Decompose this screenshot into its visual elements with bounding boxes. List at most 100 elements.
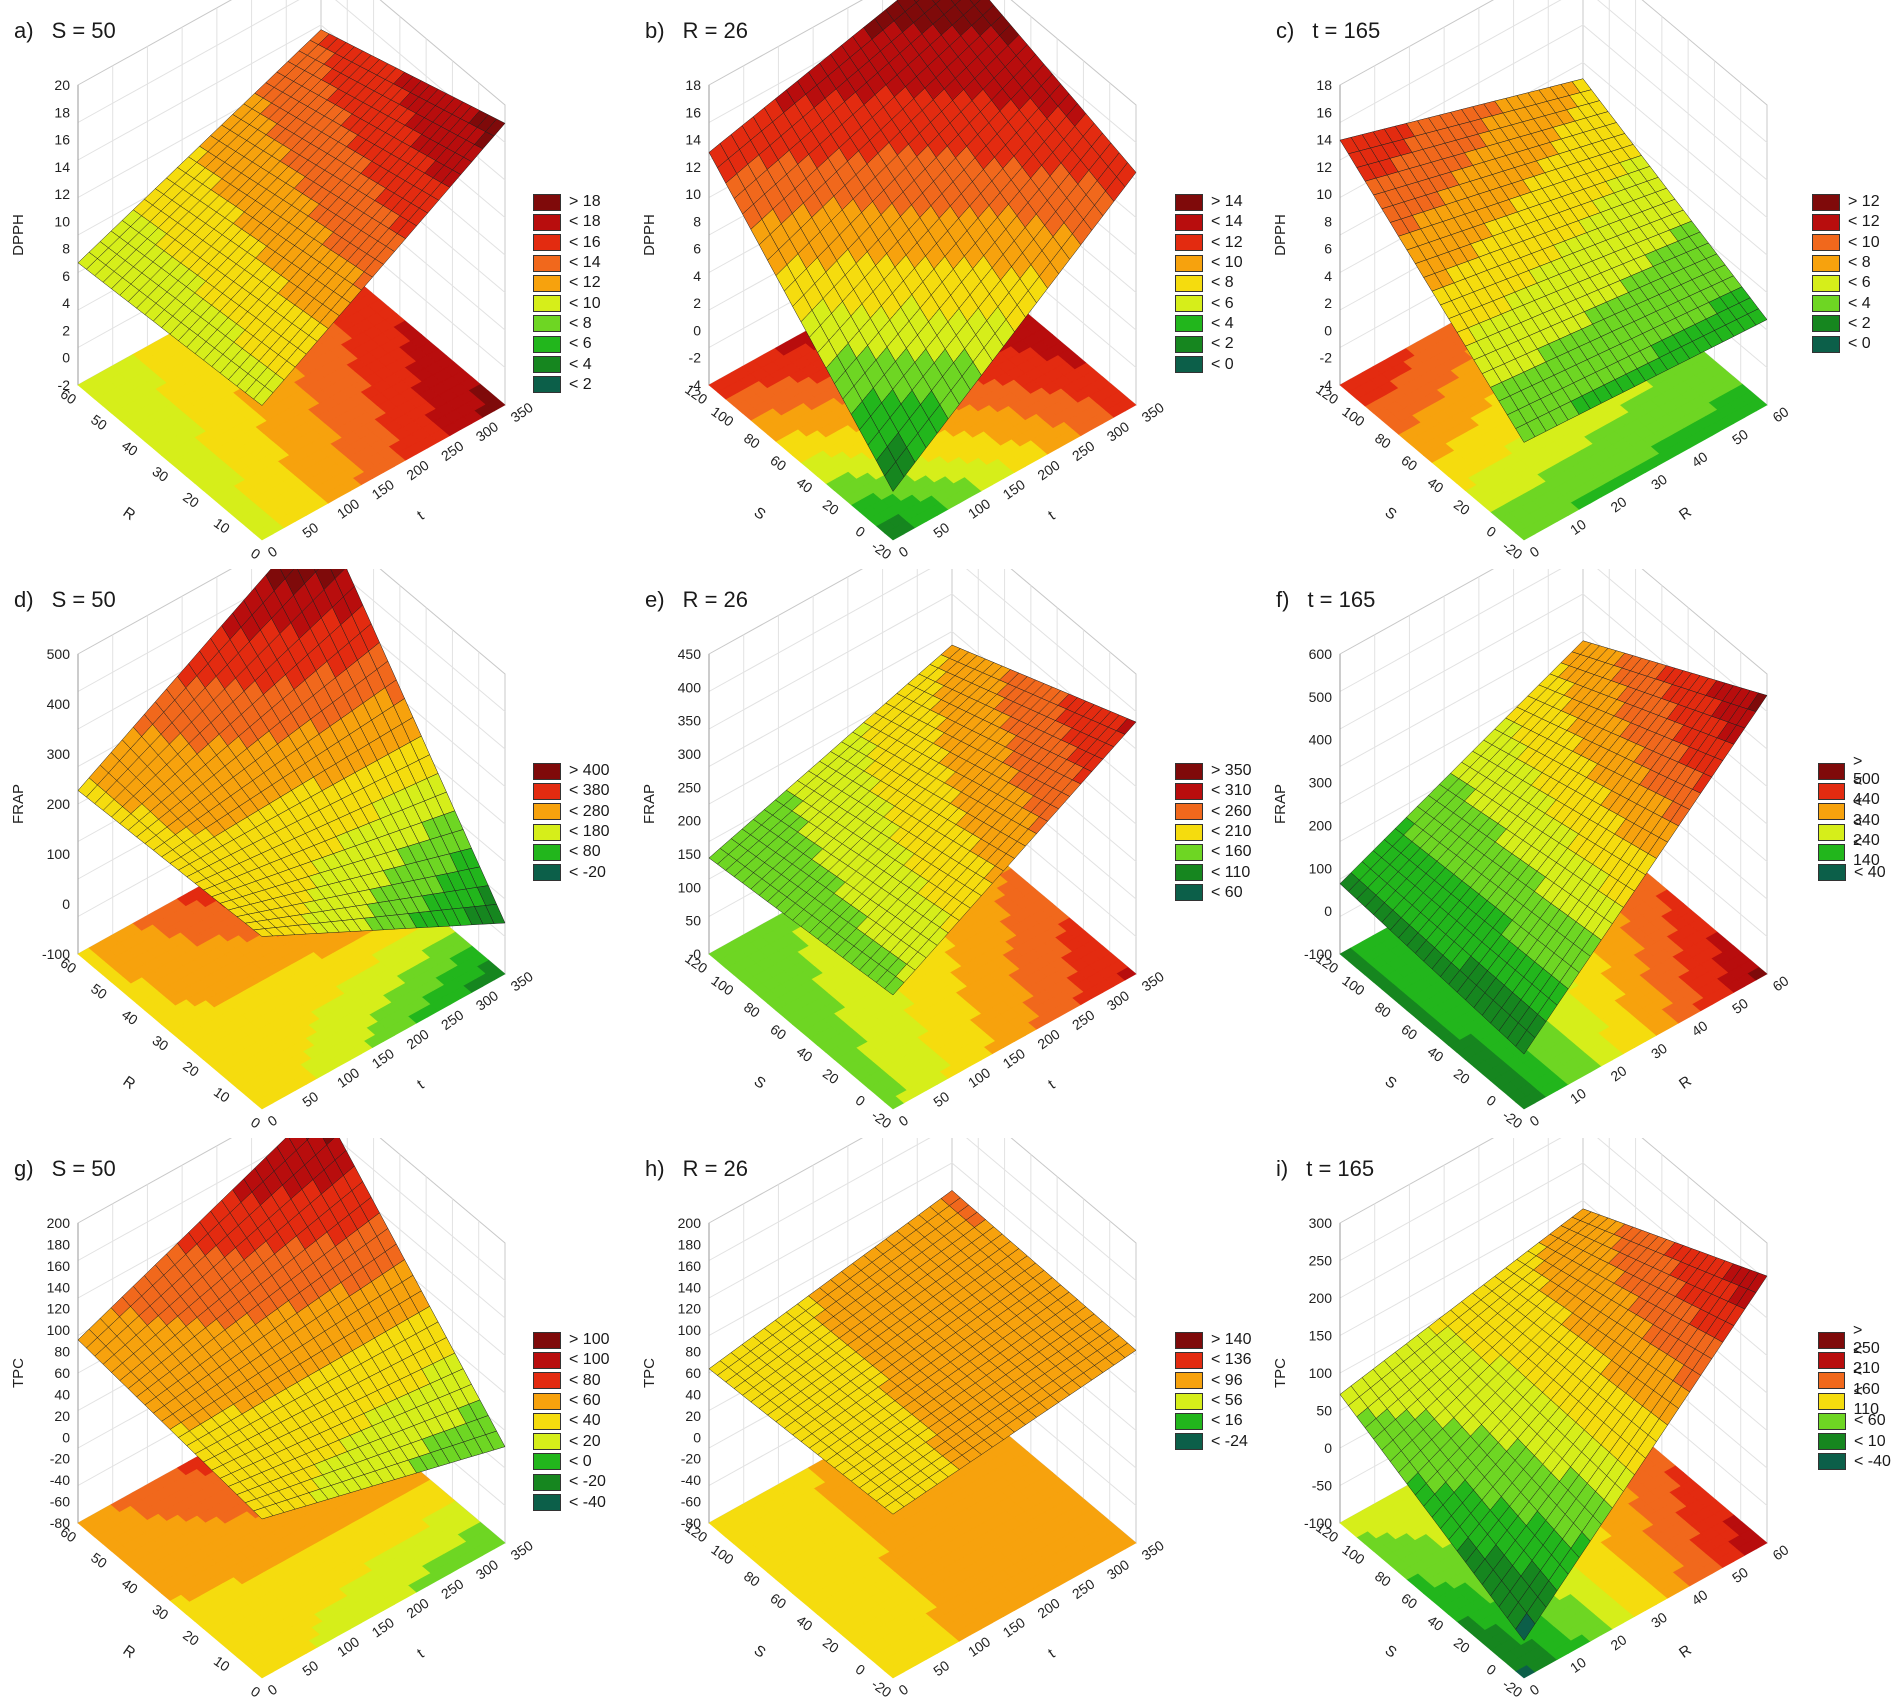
z-tick-label: 400 [678,679,702,695]
panel-label: g) [14,1156,34,1181]
x-tick-label: 100 [965,495,993,522]
legend: > 12 < 12 < 10 < 8 < 6 < 4 < 2 < 0 [1812,192,1880,354]
legend-label: < 10 [1848,233,1880,251]
legend-label: < 210 [1853,1342,1880,1378]
y-tick-label: 20 [820,496,842,518]
y-tick-label: 0 [248,545,264,563]
legend-label: < 210 [1211,823,1252,841]
z-tick-label: 100 [47,1322,71,1338]
z-tick-label: 18 [685,77,701,93]
chart-panel-g: g) S = 50 200 180 160 140 120 100 80 60 40 20 0 -20 -4… [0,1138,630,1707]
legend-label: < 8 [1211,274,1234,292]
y-axis-label: R [120,1642,139,1662]
z-tick-label: -100 [1304,946,1332,962]
z-tick-label: 4 [1324,268,1332,284]
z-tick-label: -100 [1304,1515,1332,1531]
y-tick-label: 0 [248,1114,264,1132]
legend-swatch [1818,782,1846,800]
x-tick-label: 300 [1104,987,1132,1014]
x-tick-label: 0 [896,1112,912,1130]
legend-swatch [533,335,561,353]
y-tick-label: -20 [869,1107,895,1132]
x-tick-label: 350 [1139,399,1167,426]
legend-item: < 40 [1818,862,1892,882]
surface-plot-d: 5004003002001000-100FRAP0501001502002503… [10,569,536,1132]
z-tick-label: 4 [62,295,70,311]
surface-plot-c: 181614121086420-2-4DPPH0102030405060R-20… [1272,0,1792,563]
contour-floor [77,818,506,1110]
z-tick-label: 100 [1309,860,1333,876]
legend: > 140 < 136 < 96 < 56 < 16 < -24 [1175,1330,1251,1452]
legend-item: < 10 [1175,253,1243,273]
legend-swatch [533,234,561,252]
legend-item: < -20 [533,862,609,882]
legend-swatch [1175,884,1203,902]
z-tick-label: 60 [54,1365,70,1381]
panel-label: c) [1276,18,1295,43]
z-tick-label: 2 [62,322,70,338]
panel-label: h) [645,1156,665,1181]
z-tick-label: 0 [1324,322,1332,338]
z-tick-label: 250 [678,779,702,795]
z-tick-label: 0 [693,946,701,962]
y-tick-label: 40 [794,1612,816,1634]
legend-label: < 14 [569,254,601,272]
legend: > 14 < 14 < 12 < 10 < 8 < 6 < 4 < 2 < 0 [1175,192,1243,375]
legend-swatch [1812,274,1840,292]
panel-label: e) [645,587,665,612]
x-tick-label: 200 [1034,457,1062,484]
x-tick-label: 50 [930,1657,952,1679]
legend-label: < 6 [1848,274,1871,292]
surface-plot-h: 200180160140120100806040200-20-40-60-80T… [641,1138,1167,1701]
x-tick-label: 0 [265,1112,281,1130]
legend-item: > 140 [1175,1330,1251,1350]
legend-label: < 10 [1854,1432,1886,1450]
legend-swatch [1175,823,1203,841]
x-tick-label: 0 [1527,1112,1543,1130]
legend-item: < 180 [533,822,609,842]
y-tick-label: 0 [853,1092,869,1110]
z-tick-label: -80 [681,1515,701,1531]
surface-plot-f: 6005004003002001000-100FRAP0102030405060… [1272,569,1792,1132]
legend-item: < 240 [1818,814,1892,849]
legend-label: < 56 [1211,1392,1243,1410]
surface-plot-i: 300250200150100500-50-100TPC010203040506… [1272,1138,1792,1701]
surface-mesh [708,1190,1137,1515]
legend-swatch [1175,1433,1203,1451]
z-tick-label: 14 [685,132,701,148]
legend-item: < 14 [533,253,601,273]
z-tick-label: 200 [47,1215,71,1231]
legend-item: < 18 [533,212,601,232]
panel-title: a) S = 50 [14,18,116,44]
legend-label: < 0 [1848,335,1871,353]
legend-swatch [533,1392,561,1410]
z-tick-label: 10 [1316,186,1332,202]
z-tick-label: -4 [1320,377,1333,393]
x-tick-label: 0 [1527,543,1543,561]
y-tick-label: 40 [794,1043,816,1065]
x-tick-label: 100 [965,1633,993,1660]
z-tick-label: 200 [678,813,702,829]
y-tick-label: 60 [1398,1590,1420,1612]
legend-label: < 80 [569,843,601,861]
x-tick-label: 20 [1608,1062,1630,1084]
legend-label: < 280 [569,802,610,820]
z-tick-label: 6 [62,268,70,284]
panel-label: b) [645,18,665,43]
y-tick-label: 80 [1372,999,1394,1021]
legend-swatch [533,274,561,292]
z-tick-label: 150 [678,846,702,862]
z-tick-label: 2 [1324,295,1332,311]
z-tick-label: -20 [50,1451,70,1467]
legend-swatch [533,823,561,841]
y-tick-label: 40 [119,1575,141,1597]
surface-mesh [1339,78,1768,443]
legend-swatch [1175,803,1203,821]
y-tick-label: 20 [820,1634,842,1656]
x-tick-label: 100 [334,1064,362,1091]
x-tick-label: 250 [1069,437,1097,464]
x-tick-label: 20 [1608,1631,1630,1653]
y-tick-label: 0 [853,1661,869,1679]
z-tick-label: 200 [1309,817,1333,833]
legend-label: < 340 [1853,793,1880,829]
